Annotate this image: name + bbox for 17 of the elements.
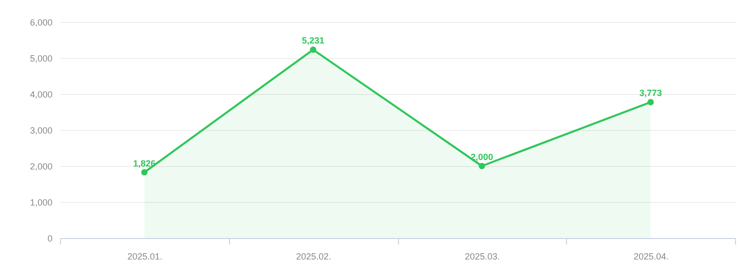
point xyxy=(647,99,654,106)
point xyxy=(310,46,316,53)
y-tick-label: 3,000 xyxy=(30,126,52,136)
x-tick-label: 2025.04. xyxy=(634,252,669,262)
y-tick-label: 5,000 xyxy=(30,54,52,64)
x-tick-label: 2025.03. xyxy=(464,252,500,262)
x-tick-label: 2025.01. xyxy=(127,252,162,262)
data-label: 5,231 xyxy=(302,36,324,46)
y-tick-label: 0 xyxy=(47,234,52,244)
y-tick-label: 4,000 xyxy=(30,90,52,100)
y-tick-label: 2,000 xyxy=(30,162,52,172)
x-tick-label: 2025.02. xyxy=(296,252,332,262)
point xyxy=(141,169,148,176)
y-tick-label: 1,000 xyxy=(30,198,52,208)
y-tick-label: 6,000 xyxy=(30,18,52,28)
point xyxy=(478,162,486,170)
data-label: 3,773 xyxy=(639,88,662,98)
